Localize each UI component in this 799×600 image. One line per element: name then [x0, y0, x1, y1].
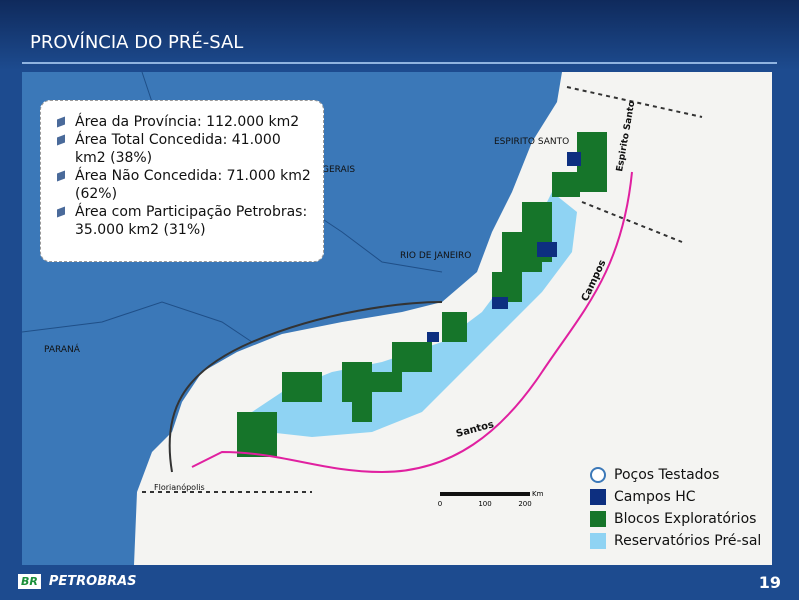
- legend-label: Campos HC: [614, 489, 696, 505]
- map-label: Florianópolis: [154, 482, 205, 492]
- map-label: GERAIS: [322, 165, 355, 175]
- scale-tick: 100: [478, 500, 491, 508]
- slide-title: PROVÍNCIA DO PRÉ-SAL: [30, 32, 244, 53]
- bullet: Área Total Concedida: 41.000 km2 (38%): [57, 131, 313, 167]
- legend-label: Poços Testados: [614, 467, 720, 483]
- legend-label: Blocos Exploratórios: [614, 511, 757, 527]
- scale-bar: [440, 492, 530, 496]
- shelf-line: [168, 301, 443, 473]
- map: ESPIRITO SANTO GERAIS RIO DE JANEIRO PAR…: [21, 71, 772, 565]
- exploration-blocks: [237, 132, 607, 457]
- boundary-line: [191, 171, 633, 474]
- map-label: Campos: [580, 258, 609, 303]
- map-label: PARANÁ: [44, 343, 81, 355]
- map-label: Santos: [455, 419, 495, 440]
- legend-label: Reservatórios Pré-sal: [614, 533, 762, 549]
- legend-item: Reservatórios Pré-sal: [590, 530, 775, 552]
- legend-item: Campos HC: [590, 486, 775, 508]
- footer: BR PETROBRAS 19: [0, 565, 799, 600]
- map-label: ESPIRITO SANTO: [494, 137, 569, 147]
- scale-tick: 0: [438, 500, 442, 508]
- map-label: Espirito Santo: [615, 100, 637, 172]
- bullet: Área com Participação Petrobras: 35.000 …: [57, 203, 313, 239]
- legend-item: Blocos Exploratórios: [590, 508, 775, 530]
- bullet: Área da Província: 112.000 km2: [57, 113, 313, 131]
- logo: BR PETROBRAS: [18, 574, 137, 589]
- info-box: Área da Província: 112.000 km2 Área Total…: [40, 100, 324, 262]
- bullet: Área Não Concedida: 71.000 km2 (62%): [57, 167, 313, 203]
- header-rule: [22, 62, 777, 64]
- logo-text: PETROBRAS: [48, 574, 137, 589]
- hc-fields: [427, 152, 581, 342]
- scale-unit: Km: [532, 490, 544, 498]
- reservoir: [252, 192, 577, 437]
- dashed-line: [142, 86, 703, 493]
- scale-tick: 200: [518, 500, 531, 508]
- map-label: RIO DE JANEIRO: [400, 251, 471, 261]
- legend: Poços Testados Campos HC Blocos Explorat…: [590, 464, 775, 552]
- bullet-list: Área da Província: 112.000 km2 Área Total…: [57, 113, 313, 239]
- logo-mark: BR: [18, 574, 41, 589]
- legend-item: Poços Testados: [590, 464, 775, 486]
- page-number: 19: [758, 573, 781, 592]
